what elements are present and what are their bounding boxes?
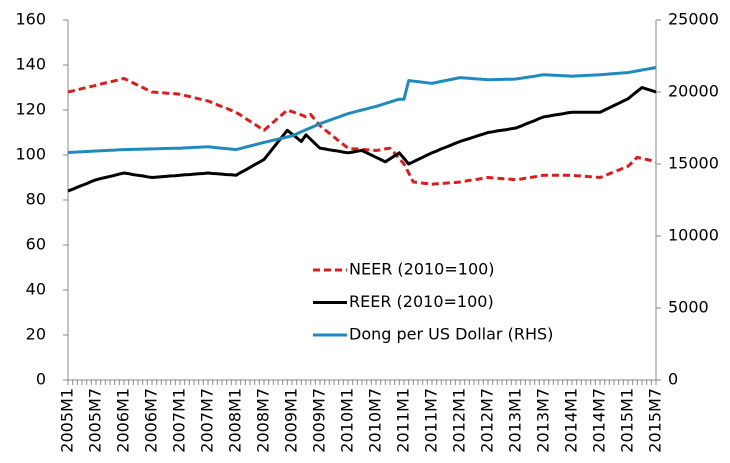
y2-tick-label: 10000: [668, 226, 719, 245]
legend-label: REER (2010=100): [349, 292, 494, 311]
series-line: [67, 66, 657, 154]
y-tick-label: 100: [15, 145, 46, 164]
y-tick-label: 120: [15, 100, 46, 119]
y2-tick-label: 25000: [668, 10, 719, 29]
x-tick-label: 2011M7: [422, 388, 441, 453]
series-line: [67, 86, 657, 193]
y-tick-label: 0: [36, 370, 46, 389]
y-tick-label: 80: [26, 190, 46, 209]
x-tick-label: 2014M1: [562, 388, 581, 453]
y2-tick-label: 5000: [668, 298, 709, 317]
x-tick-label: 2013M1: [506, 388, 525, 453]
y2-tick-label: 15000: [668, 154, 719, 173]
series-line: [67, 77, 657, 186]
x-tick-label: 2014M7: [590, 388, 609, 453]
x-tick-label: 2010M7: [366, 388, 385, 453]
y-tick-label: 160: [15, 10, 46, 29]
y-tick-label: 140: [15, 55, 46, 74]
y-tick-label: 20: [26, 325, 46, 344]
x-tick-label: 2006M7: [142, 388, 161, 453]
legend-label: NEER (2010=100): [349, 260, 495, 279]
x-tick-label: 2005M1: [58, 388, 77, 453]
y2-tick-label: 0: [668, 370, 678, 389]
legend-label: Dong per US Dollar (RHS): [349, 325, 553, 344]
x-tick-label: 2012M7: [478, 388, 497, 453]
x-tick-label: 2008M7: [254, 388, 273, 453]
x-tick-label: 2008M1: [226, 388, 245, 453]
y-tick-label: 60: [26, 235, 46, 254]
x-tick-label: 2007M1: [170, 388, 189, 453]
x-tick-label: 2006M1: [114, 388, 133, 453]
y2-tick-label: 20000: [668, 82, 719, 101]
x-tick-label: 2009M1: [282, 388, 301, 453]
x-tick-label: 2011M1: [394, 388, 413, 453]
x-tick-label: 2015M7: [646, 388, 665, 453]
y-tick-label: 40: [26, 280, 46, 299]
x-tick-label: 2007M7: [198, 388, 217, 453]
x-tick-label: 2010M1: [338, 388, 357, 453]
x-tick-label: 2012M1: [450, 388, 469, 453]
x-tick-label: 2009M7: [310, 388, 329, 453]
x-tick-label: 2015M1: [618, 388, 637, 453]
x-tick-label: 2005M7: [86, 388, 105, 453]
x-tick-label: 2013M7: [534, 388, 553, 453]
